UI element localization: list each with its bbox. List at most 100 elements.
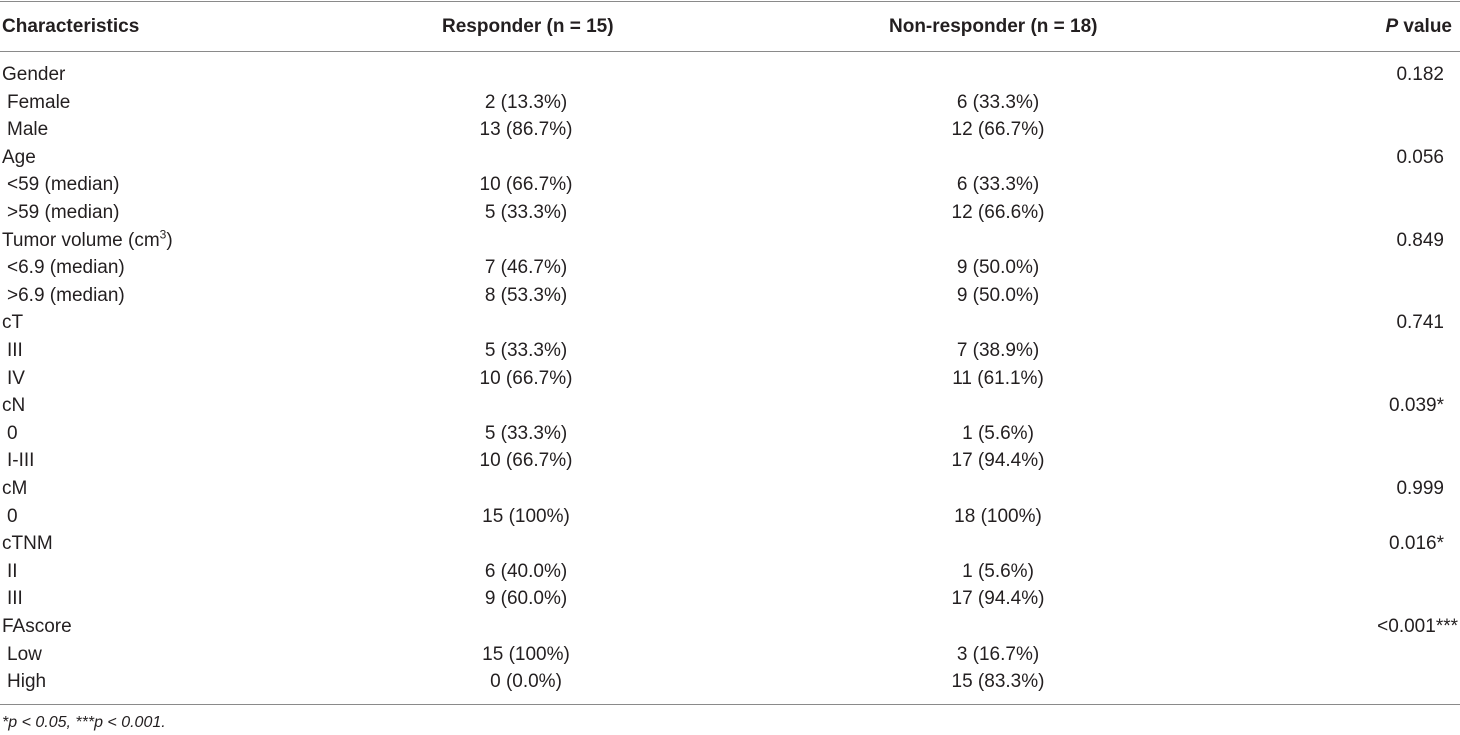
row-sublabel: Female [7, 89, 70, 117]
row-label-text: III [7, 588, 23, 610]
non-responder-cell: 11 (61.1%) [952, 367, 1044, 389]
table-row: I-III 10 (66.7%) 17 (94.4%) [0, 447, 1460, 475]
table-row: FAscore <0.001*** [0, 613, 1460, 641]
row-sublabel: IV [7, 365, 25, 393]
row-category-label: cTNM [2, 530, 53, 558]
row-sublabel: <6.9 (median) [7, 254, 125, 282]
table-row: IV 10 (66.7%) 11 (61.1%) [0, 365, 1460, 393]
non-responder-cell: 6 (33.3%) [956, 91, 1040, 113]
row-label-text: Gender [2, 64, 66, 85]
table-row: >59 (median) 5 (33.3%) 12 (66.6%) [0, 199, 1460, 227]
row-sublabel: III [7, 585, 23, 613]
row-sublabel: High [7, 668, 46, 696]
responder-cell: 2 (13.3%) [484, 91, 568, 113]
non-responder-cell: 17 (94.4%) [951, 588, 1045, 610]
table-row: II 6 (40.0%) 1 (5.6%) [0, 558, 1460, 586]
non-responder-cell: 3 (16.7%) [956, 643, 1040, 665]
non-responder-cell: 9 (50.0%) [956, 257, 1040, 279]
header-non-responder: Non-responder (n = 18) [889, 16, 1098, 37]
row-category-label: cN [2, 392, 25, 420]
row-sublabel: <59 (median) [7, 171, 119, 199]
row-label-text: III [7, 340, 23, 361]
table-row: <6.9 (median) 7 (46.7%) 9 (50.0%) [0, 254, 1460, 282]
non-responder-cell: 6 (33.3%) [956, 174, 1040, 196]
row-category-label: Gender [2, 61, 65, 89]
row-sublabel: II [7, 558, 18, 586]
p-value-cell: 0.039* [1389, 395, 1444, 417]
non-responder-cell: 15 (83.3%) [951, 671, 1045, 693]
row-category-label: cM [2, 475, 27, 503]
non-responder-cell: 18 (100%) [954, 505, 1042, 527]
p-value-cell: 0.016* [1389, 533, 1444, 555]
row-label-text: Low [7, 643, 42, 665]
header-p-italic: P [1385, 16, 1399, 37]
row-label-text: Tumor volume (cm [2, 229, 160, 251]
responder-cell: 13 (86.7%) [479, 119, 573, 141]
responder-cell: 10 (66.7%) [479, 367, 573, 389]
row-sublabel: >6.9 (median) [7, 282, 125, 310]
row-sublabel: III [7, 337, 23, 365]
table-bottom-rule [0, 704, 1460, 705]
row-label-text: cM [2, 478, 28, 499]
row-label-text: <59 (median) [7, 174, 120, 196]
p-value-cell: 0.999 [1396, 478, 1444, 499]
responder-cell: 5 (33.3%) [484, 422, 568, 444]
non-responder-cell: 9 (50.0%) [956, 284, 1040, 306]
non-responder-cell: 1 (5.6%) [962, 560, 1034, 582]
p-value-cell: <0.001*** [1377, 616, 1458, 637]
row-label-text: Female [7, 91, 71, 113]
row-label-text: 0 [7, 505, 18, 527]
responder-cell: 15 (100%) [482, 505, 570, 527]
table-row: III 5 (33.3%) 7 (38.9%) [0, 337, 1460, 365]
row-sublabel: Male [7, 116, 48, 144]
row-sublabel: 0 [7, 420, 18, 448]
responder-cell: 10 (66.7%) [479, 450, 573, 472]
row-label-text: 0 [7, 422, 18, 444]
row-label-text: II [7, 560, 18, 582]
table-row: Age 0.056 [0, 144, 1460, 172]
row-label-text: cN [2, 395, 26, 417]
row-category-label: Tumor volume (cm3) [2, 227, 173, 255]
header-p-value: P value [1385, 14, 1452, 40]
table-row: <59 (median) 10 (66.7%) 6 (33.3%) [0, 171, 1460, 199]
row-label-text: IV [7, 367, 25, 389]
non-responder-cell: 1 (5.6%) [962, 422, 1034, 444]
responder-cell: 15 (100%) [482, 643, 570, 665]
non-responder-cell: 7 (38.9%) [956, 340, 1040, 361]
row-label-text: >59 (median) [7, 202, 120, 223]
p-value-cell: 0.849 [1396, 229, 1444, 251]
row-label-text: >6.9 (median) [7, 284, 125, 306]
table-row: 0 15 (100%) 18 (100%) [0, 503, 1460, 531]
row-label-text: High [7, 671, 47, 693]
row-label-suffix: ) [166, 229, 173, 251]
responder-cell: 7 (46.7%) [484, 257, 568, 279]
row-label-text: I-III [7, 450, 35, 472]
row-label-superscript: 3 [159, 227, 167, 242]
table-row: Tumor volume (cm3) 0.849 [0, 227, 1460, 255]
table-footnote: *p < 0.05, ***p < 0.001. [2, 714, 166, 731]
table-top-rule [0, 1, 1460, 2]
table-row: cTNM 0.016* [0, 530, 1460, 558]
table-header-rule [0, 51, 1460, 52]
table-row: Low 15 (100%) 3 (16.7%) [0, 641, 1460, 669]
non-responder-cell: 17 (94.4%) [951, 450, 1045, 472]
table-row: cN 0.039* [0, 392, 1460, 420]
row-label-text: Age [2, 146, 36, 168]
header-p-rest: value [1398, 16, 1452, 37]
row-category-label: FAscore [2, 613, 72, 641]
header-characteristics: Characteristics [2, 16, 140, 37]
responder-cell: 5 (33.3%) [484, 340, 568, 361]
row-sublabel: I-III [7, 447, 34, 475]
responder-cell: 9 (60.0%) [484, 588, 568, 610]
row-label-text: FAscore [2, 616, 72, 637]
responder-cell: 5 (33.3%) [484, 202, 568, 223]
p-value-cell: 0.182 [1396, 64, 1444, 85]
header-responder: Responder (n = 15) [442, 16, 614, 37]
responder-cell: 10 (66.7%) [479, 174, 573, 196]
table-row: Gender 0.182 [0, 61, 1460, 89]
table-row: 0 5 (33.3%) 1 (5.6%) [0, 420, 1460, 448]
row-category-label: Age [2, 144, 36, 172]
table-row: cT 0.741 [0, 309, 1460, 337]
non-responder-cell: 12 (66.7%) [951, 119, 1045, 141]
table-row: III 9 (60.0%) 17 (94.4%) [0, 585, 1460, 613]
